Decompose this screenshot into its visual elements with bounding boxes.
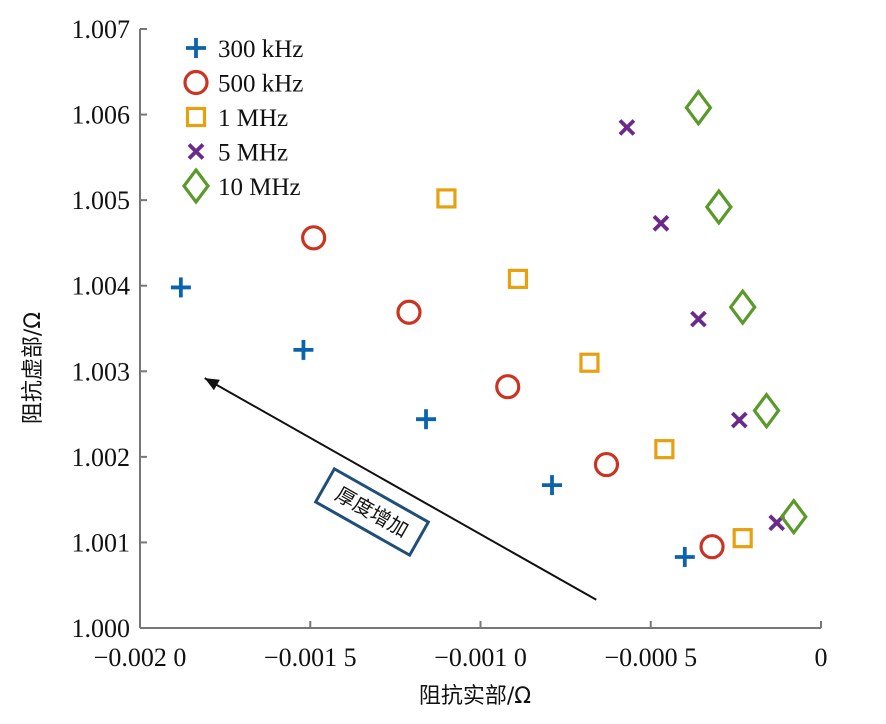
ticks: 1.000 1.001 1.002 1.003 1.004 1.005 1.006 1.007…	[72, 15, 828, 672]
data-point-300-khz	[170, 277, 191, 298]
data-point-10-mhz	[752, 391, 781, 430]
annotation-label: 厚度增加	[313, 466, 431, 558]
data-point-300-khz	[293, 339, 314, 360]
legend-item: 300 kHz	[186, 36, 303, 63]
data-point-300-khz	[416, 409, 437, 430]
x-axis-title: 阻抗实部/Ω	[419, 684, 531, 709]
legend-marker-diamond	[182, 167, 210, 205]
data-point-10-mhz	[704, 188, 733, 226]
x-tick-label: −0.000 5	[604, 643, 697, 672]
x-tick-label: 0	[815, 643, 828, 672]
y-tick-label: 1.006	[72, 101, 131, 130]
legend-label: 5 MHz	[218, 140, 288, 167]
y-tick-label: 1.001	[72, 528, 131, 557]
annotation-box	[313, 466, 431, 558]
data-point-500-khz	[593, 451, 620, 478]
data-point-5-mhz	[618, 119, 636, 136]
data-point-5-mhz	[730, 411, 748, 429]
legend-label: 1 MHz	[218, 105, 288, 132]
arrow-line	[204, 377, 597, 601]
legend-marker-x	[187, 143, 205, 160]
arrow-head-icon	[204, 378, 220, 391]
data-point-500-khz	[396, 299, 422, 325]
y-tick-label: 1.002	[72, 443, 131, 472]
legend-item: 10 MHz	[182, 167, 301, 205]
data-marks	[170, 89, 808, 567]
data-point-10-mhz	[728, 288, 757, 326]
data-point-1-mhz	[579, 352, 600, 373]
legend-item: 1 MHz	[185, 105, 288, 132]
data-point-1-mhz	[654, 439, 675, 460]
y-tick-label: 1.004	[72, 272, 131, 301]
y-tick-label: 1.003	[72, 357, 131, 386]
data-point-1-mhz	[732, 528, 753, 549]
legend-item: 5 MHz	[187, 140, 288, 167]
y-tick-label: 1.005	[72, 186, 131, 215]
data-point-300-khz	[542, 475, 563, 496]
legend-marker-circle	[183, 69, 209, 96]
legend-item: 500 kHz	[183, 69, 303, 98]
legend-label: 300 kHz	[218, 36, 303, 63]
y-axis-title: 阻抗虚部/Ω	[21, 312, 46, 424]
data-point-500-khz	[699, 534, 725, 560]
legend-label: 10 MHz	[218, 174, 301, 201]
data-point-10-mhz	[684, 89, 713, 127]
data-point-1-mhz	[507, 268, 529, 289]
data-point-500-khz	[301, 225, 327, 251]
y-tick-label: 1.007	[72, 15, 131, 44]
legend-label: 500 kHz	[218, 71, 303, 98]
x-tick-label: −0.001 5	[264, 643, 357, 672]
y-tick-label: 1.000	[72, 614, 131, 643]
data-point-500-khz	[495, 374, 521, 400]
data-point-300-khz	[674, 546, 695, 567]
data-point-1-mhz	[436, 188, 457, 209]
annotation: 厚度增加	[204, 377, 597, 601]
x-tick-label: −0.001 0	[434, 643, 527, 672]
legend-marker-square	[185, 106, 207, 128]
data-point-10-mhz	[779, 498, 808, 536]
x-tick-label: −0.002 0	[94, 643, 187, 672]
legend-marker-plus	[186, 38, 206, 58]
data-point-5-mhz	[690, 310, 707, 328]
legend: 300 kHz 500 kHz 1 MHz 5 MHz 10 MHz	[182, 36, 303, 205]
data-point-5-mhz	[652, 214, 670, 232]
